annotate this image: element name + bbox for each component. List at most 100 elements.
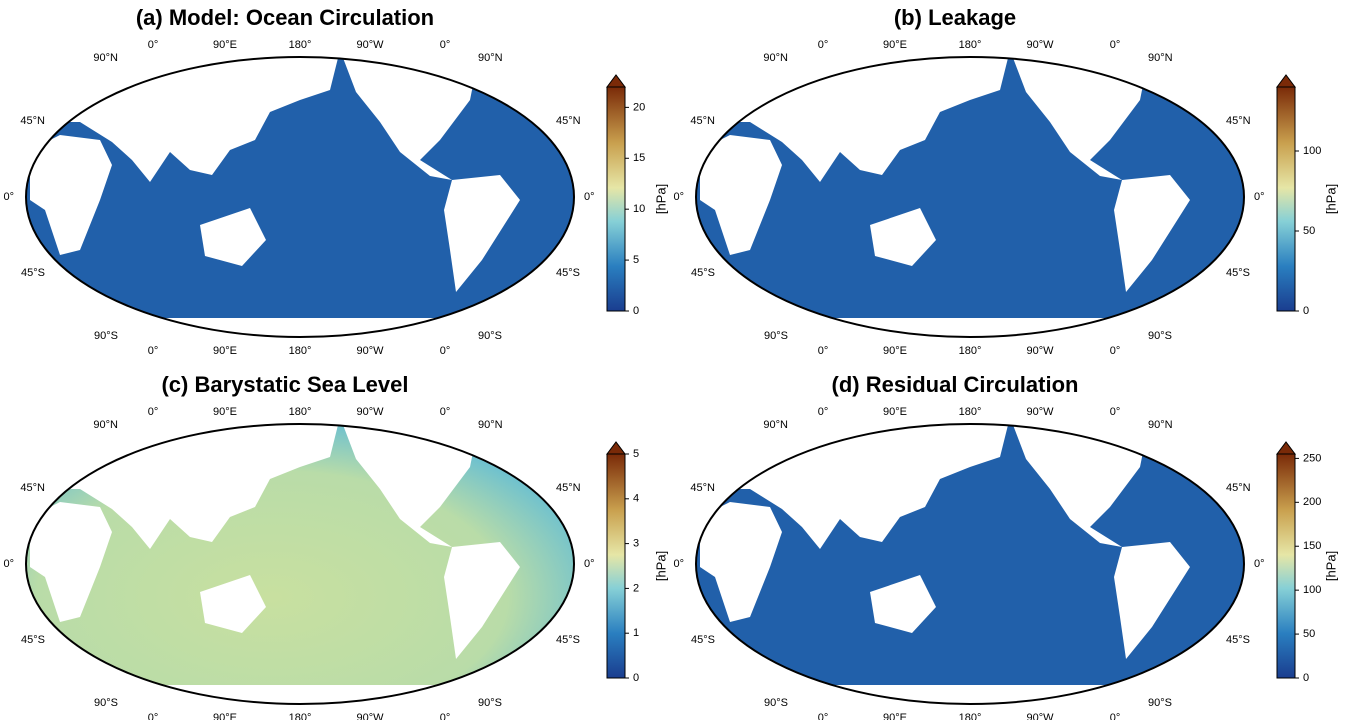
lat-label: 45°N	[20, 115, 45, 127]
lon-label: 90°W	[1026, 345, 1054, 357]
colorbar-tick-label: 15	[633, 152, 645, 164]
lon-label: 180°	[289, 712, 312, 720]
lat-label: 90°S	[764, 330, 788, 342]
lon-label: 0°	[148, 406, 159, 418]
lon-label: 0°	[818, 406, 829, 418]
colorbar-extend	[607, 442, 625, 454]
colorbar-tick-label: 2	[633, 582, 639, 594]
lon-label: 90°E	[213, 406, 237, 418]
colorbar-tick-label: 50	[1303, 225, 1315, 237]
lat-label: 90°N	[763, 52, 788, 64]
colorbar-tick-label: 3	[633, 538, 639, 550]
panel-title: (c) Barystatic Sea Level	[161, 372, 408, 397]
colorbar	[1277, 454, 1295, 678]
lon-label: 90°E	[883, 345, 907, 357]
lon-label: 90°E	[213, 712, 237, 720]
lat-label: 45°N	[690, 482, 715, 494]
lat-label: 90°N	[478, 419, 503, 431]
colorbar-tick-label: 1	[633, 627, 639, 639]
lon-label: 180°	[959, 39, 982, 51]
lat-label: 45°N	[1226, 482, 1251, 494]
lat-label: 90°S	[478, 330, 502, 342]
lat-label: 90°S	[1148, 697, 1172, 709]
lat-label: 0°	[584, 558, 595, 570]
colorbar-tick-label: 5	[633, 448, 639, 460]
lat-label: 0°	[673, 558, 684, 570]
map	[20, 50, 580, 350]
lon-label: 90°E	[213, 39, 237, 51]
lat-label: 45°N	[1226, 115, 1251, 127]
lat-label: 0°	[673, 191, 684, 203]
colorbar-tick-label: 0	[633, 672, 639, 684]
lon-label: 90°W	[1026, 39, 1054, 51]
lat-label: 90°N	[478, 52, 503, 64]
lat-label: 45°S	[21, 634, 45, 646]
colorbar-label: [hPa]	[653, 184, 668, 214]
lon-label: 180°	[289, 406, 312, 418]
lon-label: 0°	[1110, 406, 1121, 418]
lon-label: 0°	[148, 345, 159, 357]
colorbar-tick-label: 50	[1303, 628, 1315, 640]
lat-label: 0°	[1254, 558, 1265, 570]
lon-label: 90°W	[356, 39, 384, 51]
lon-label: 90°W	[356, 406, 384, 418]
map-panel: (a) Model: Ocean Circulation 0° 90°E 180° 90…	[3, 5, 668, 357]
lat-label: 45°S	[1226, 267, 1250, 279]
lat-label: 90°N	[763, 419, 788, 431]
colorbar-tick-label: 150	[1303, 540, 1321, 552]
lon-label: 0°	[1110, 345, 1121, 357]
lon-label: 90°E	[883, 406, 907, 418]
colorbar-tick-label: 0	[633, 305, 639, 317]
colorbar-tick-label: 20	[633, 101, 645, 113]
lon-label: 0°	[1110, 712, 1121, 720]
colorbar-tick-label: 100	[1303, 584, 1321, 596]
lat-label: 45°S	[556, 267, 580, 279]
lon-label: 0°	[818, 345, 829, 357]
lat-label: 45°N	[556, 115, 581, 127]
lat-label: 0°	[1254, 191, 1265, 203]
colorbar-tick-label: 0	[1303, 672, 1309, 684]
lat-label: 90°S	[478, 697, 502, 709]
panel-title: (a) Model: Ocean Circulation	[136, 5, 434, 30]
lat-label: 45°S	[691, 267, 715, 279]
figure: (a) Model: Ocean Circulation 0° 90°E 180° 90…	[0, 0, 1360, 720]
lon-label: 0°	[1110, 39, 1121, 51]
colorbar	[607, 454, 625, 678]
lon-label: 180°	[289, 39, 312, 51]
lat-label: 90°N	[93, 419, 118, 431]
lon-label: 90°W	[356, 712, 384, 720]
lon-label: 90°E	[883, 712, 907, 720]
colorbar-extend	[607, 75, 625, 87]
lat-label: 90°N	[1148, 52, 1173, 64]
map	[690, 417, 1250, 717]
colorbar-label: [hPa]	[653, 551, 668, 581]
colorbar-extend	[1277, 75, 1295, 87]
colorbar-tick-label: 4	[633, 493, 639, 505]
colorbar-label: [hPa]	[1323, 184, 1338, 214]
lon-label: 0°	[440, 406, 451, 418]
colorbar-extend	[1277, 442, 1295, 454]
panel-title: (b) Leakage	[894, 5, 1016, 30]
lat-label: 90°N	[93, 52, 118, 64]
lon-label: 90°E	[883, 39, 907, 51]
lon-label: 0°	[818, 712, 829, 720]
lon-label: 180°	[959, 712, 982, 720]
lat-label: 90°S	[94, 697, 118, 709]
map	[20, 417, 580, 717]
lon-label: 0°	[148, 39, 159, 51]
lat-label: 45°N	[690, 115, 715, 127]
lat-label: 45°S	[21, 267, 45, 279]
lon-label: 0°	[818, 39, 829, 51]
lon-label: 0°	[440, 345, 451, 357]
lat-label: 45°N	[20, 482, 45, 494]
lat-label: 0°	[3, 558, 14, 570]
lon-label: 180°	[289, 345, 312, 357]
lon-label: 0°	[148, 712, 159, 720]
lat-label: 45°S	[556, 634, 580, 646]
lon-label: 90°E	[213, 345, 237, 357]
lat-label: 0°	[584, 191, 595, 203]
lon-label: 0°	[440, 39, 451, 51]
lat-label: 90°S	[94, 330, 118, 342]
